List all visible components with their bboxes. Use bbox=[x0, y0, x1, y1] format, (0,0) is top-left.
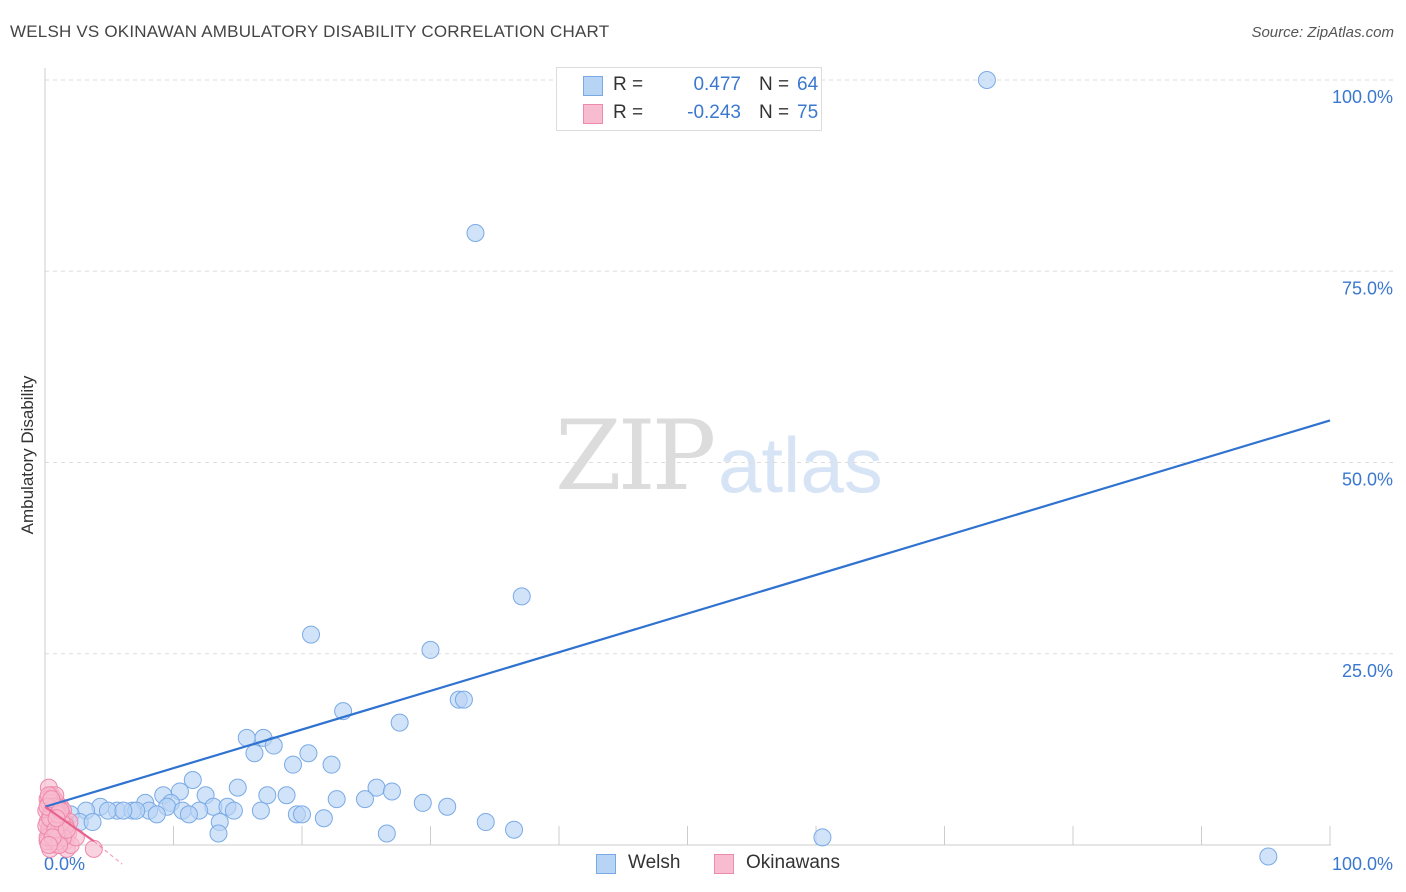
x-tick-label: 100.0% bbox=[1332, 854, 1393, 874]
welsh-point bbox=[258, 786, 277, 805]
r-value: -0.243 bbox=[687, 102, 741, 123]
x-tick-label: 0.0% bbox=[44, 854, 85, 874]
watermark-zip: ZIP bbox=[555, 400, 716, 512]
welsh-point bbox=[299, 744, 318, 763]
welsh-point bbox=[284, 755, 303, 774]
y-tick-label: 100.0% bbox=[1332, 87, 1393, 107]
welsh-point bbox=[438, 797, 457, 816]
y-tick-label: 25.0% bbox=[1342, 661, 1393, 681]
welsh-point bbox=[83, 813, 102, 832]
welsh-point bbox=[314, 809, 333, 828]
legend-label: Welsh bbox=[628, 852, 681, 873]
welsh-trend-line bbox=[44, 419, 1331, 808]
welsh-point bbox=[377, 824, 396, 843]
okinawan-trend-line bbox=[44, 805, 95, 843]
y-tick-label: 75.0% bbox=[1342, 278, 1393, 298]
source-label: Source: ZipAtlas.com bbox=[1251, 24, 1394, 41]
n-value: 64 bbox=[797, 74, 819, 95]
welsh-point bbox=[251, 801, 270, 820]
n-value: 75 bbox=[797, 102, 819, 123]
welsh-point bbox=[228, 778, 247, 797]
welsh-point bbox=[512, 587, 531, 606]
welsh-point bbox=[301, 625, 320, 644]
r-value: 0.477 bbox=[693, 74, 741, 95]
okinawan-point bbox=[39, 836, 58, 854]
y-tick-label: 50.0% bbox=[1342, 470, 1393, 490]
welsh-point bbox=[382, 782, 401, 801]
welsh-swatch bbox=[596, 854, 616, 874]
welsh-point bbox=[179, 805, 198, 824]
welsh-point bbox=[977, 71, 996, 89]
n-label: N = bbox=[759, 102, 790, 123]
welsh-point bbox=[390, 713, 409, 732]
welsh-point bbox=[322, 755, 341, 774]
welsh-point bbox=[293, 805, 311, 824]
welsh-point bbox=[1259, 847, 1278, 866]
welsh-point bbox=[454, 690, 473, 709]
okinawan-trend-extension bbox=[93, 840, 123, 865]
welsh-point bbox=[355, 790, 374, 809]
welsh-point bbox=[209, 824, 228, 843]
welsh-point bbox=[327, 790, 346, 809]
welsh-point bbox=[277, 786, 296, 805]
welsh-point bbox=[183, 770, 202, 789]
legend-label: Okinawans bbox=[746, 852, 840, 873]
n-label: N = bbox=[759, 74, 790, 95]
welsh-point bbox=[98, 801, 117, 820]
chart-title: WELSH VS OKINAWAN AMBULATORY DISABILITY … bbox=[10, 22, 610, 41]
welsh-point bbox=[147, 805, 166, 824]
okinawan-point bbox=[47, 809, 66, 828]
watermark-atlas: atlas bbox=[718, 421, 883, 509]
welsh-point bbox=[466, 224, 485, 242]
welsh-point bbox=[421, 640, 440, 659]
welsh-point bbox=[114, 801, 133, 820]
okinawans-swatch bbox=[714, 854, 734, 874]
okinawans-swatch bbox=[583, 104, 603, 124]
welsh-point bbox=[813, 828, 832, 847]
welsh-swatch bbox=[583, 76, 603, 96]
welsh-point bbox=[245, 744, 264, 763]
welsh-point bbox=[413, 793, 432, 812]
welsh-point bbox=[476, 813, 495, 832]
r-label: R = bbox=[613, 102, 644, 123]
okinawan-point bbox=[84, 839, 103, 858]
r-label: R = bbox=[613, 74, 644, 95]
correlation-legend: R = 0.477 N = 64 R = -0.243 N = 75 bbox=[556, 67, 822, 131]
welsh-point bbox=[224, 801, 243, 820]
welsh-point bbox=[505, 820, 524, 839]
